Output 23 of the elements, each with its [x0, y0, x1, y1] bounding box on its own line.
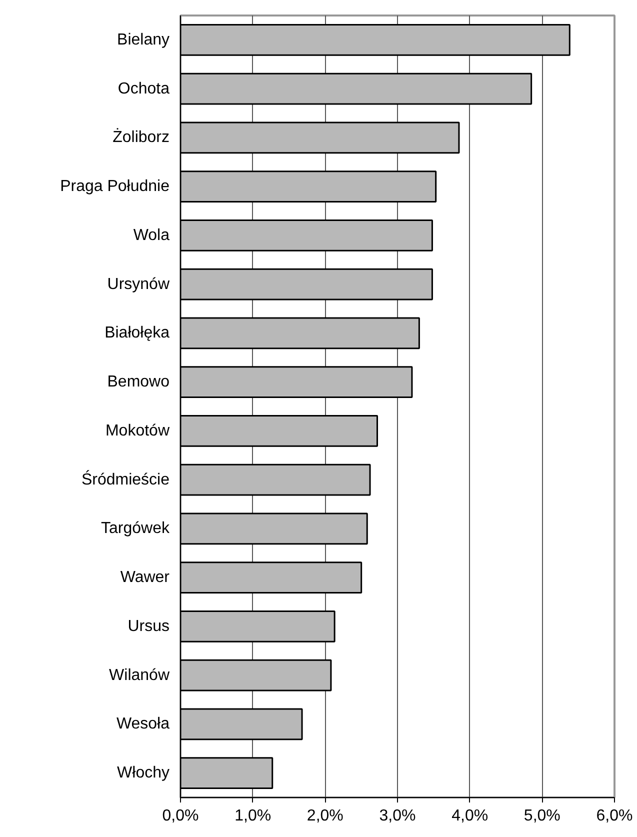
x-tick-label: 5,0%	[524, 808, 560, 824]
x-tick-label: 6,0%	[596, 808, 633, 824]
y-tick-label: Mokotów	[105, 422, 170, 440]
y-tick-label: Wawer	[120, 569, 170, 586]
x-tick-label: 3,0%	[379, 808, 416, 824]
y-tick-label: Ochota	[118, 80, 170, 98]
y-tick-label: Ursus	[128, 618, 170, 635]
y-tick-label: Bielany	[117, 31, 170, 48]
y-tick-label: Praga Południe	[60, 178, 170, 196]
x-tick-label: 4,0%	[452, 808, 488, 824]
x-tick-label: 2,0%	[306, 808, 344, 824]
y-tick-label: Bemowo	[107, 374, 170, 391]
y-tick-label: Wola	[133, 226, 170, 244]
y-tick-label: Ursynów	[107, 276, 170, 293]
y-tick-label: Białołęka	[104, 324, 170, 342]
y-tick-label: Włochy	[117, 764, 170, 782]
y-tick-label: Wilanów	[109, 666, 170, 684]
y-tick-label: Targówek	[101, 520, 170, 538]
y-tick-label: Wesoła	[116, 716, 170, 733]
x-tick-label: 0,0%	[162, 808, 199, 824]
y-tick-label: Żoliborz	[112, 128, 170, 146]
y-tick-label: Śródmieście	[81, 469, 170, 488]
x-tick-label: 1,0%	[234, 808, 272, 824]
